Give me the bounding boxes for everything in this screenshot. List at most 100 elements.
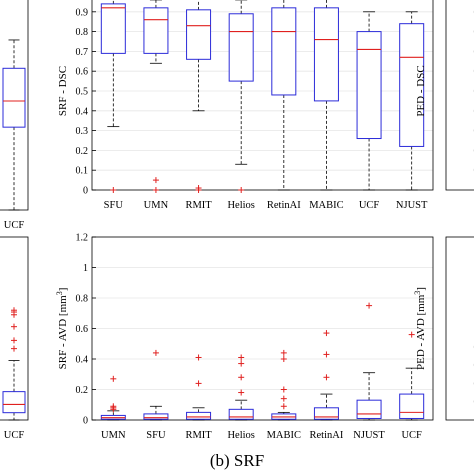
y-axis-label: PED - DSC bbox=[415, 65, 427, 116]
x-tick-label: RMIT bbox=[185, 200, 212, 211]
outlier-marker bbox=[238, 354, 245, 361]
iqr-box bbox=[313, 407, 339, 420]
y-tick-label: 0.3 bbox=[76, 126, 89, 137]
outlier-marker bbox=[280, 356, 287, 362]
iqr-box bbox=[228, 13, 254, 82]
box-helios bbox=[228, 0, 254, 193]
x-tick-label: UMN bbox=[144, 200, 169, 211]
x-tick-label: Helios bbox=[227, 200, 254, 211]
x-tick-label: Helios bbox=[227, 430, 254, 441]
iqr-box bbox=[143, 413, 169, 420]
iqr-box bbox=[356, 31, 382, 140]
y-axis-label: SRF - AVD [mm3] bbox=[55, 288, 70, 370]
iqr-box bbox=[186, 9, 212, 60]
outlier-marker bbox=[152, 187, 159, 193]
axes-frame bbox=[91, 0, 434, 191]
y-tick-label: 1 bbox=[83, 263, 88, 274]
outlier-marker bbox=[11, 345, 17, 352]
outlier-marker bbox=[238, 187, 245, 193]
box-umn bbox=[143, 0, 169, 193]
srf-dsc-panel: 0 0.1 0.2 0.3 0.4 0.5 0.6 0.7 0.8 0.9 SRF - DSC SFU… bbox=[57, 0, 434, 211]
y-tick-label: 0.4 bbox=[76, 355, 89, 366]
y-tick-label: 0 bbox=[83, 186, 88, 197]
box-ucf bbox=[399, 331, 425, 421]
box-umn bbox=[100, 375, 126, 421]
box-ucf bbox=[2, 39, 26, 211]
outlier-marker bbox=[110, 403, 117, 410]
outlier-marker bbox=[238, 389, 245, 396]
outlier-marker bbox=[110, 375, 117, 382]
y-tick-label: 0.6 bbox=[76, 67, 89, 78]
box-ucf bbox=[2, 307, 26, 421]
outlier-marker bbox=[195, 380, 202, 387]
left-partial-bottom-panel: UCF bbox=[0, 236, 29, 441]
box-retinai bbox=[313, 330, 339, 421]
outlier-marker bbox=[238, 360, 245, 367]
y-tick-label: 0.7 bbox=[76, 47, 89, 58]
outlier-marker bbox=[280, 395, 287, 402]
outlier-marker bbox=[11, 337, 17, 344]
left-partial-top-panel: UCF bbox=[0, 0, 29, 231]
figure-caption: (b) SRF bbox=[210, 451, 264, 470]
y-axis-label: PED - AVD [mm3] bbox=[413, 287, 428, 370]
iqr-box bbox=[186, 411, 212, 420]
y-tick-label: 0.2 bbox=[76, 385, 89, 396]
y-tick-label: 0.2 bbox=[76, 146, 89, 157]
outlier-marker bbox=[152, 349, 159, 356]
box-rmit bbox=[186, 354, 212, 421]
box-rmit bbox=[186, 0, 212, 193]
iqr-box bbox=[271, 7, 297, 96]
outlier-marker bbox=[408, 331, 415, 338]
outlier-marker bbox=[366, 302, 373, 309]
outlier-marker bbox=[195, 354, 202, 361]
iqr-box bbox=[399, 393, 425, 419]
x-tick-label: RMIT bbox=[185, 430, 212, 441]
outlier-marker bbox=[195, 185, 202, 192]
iqr-box bbox=[356, 399, 382, 419]
box-helios bbox=[228, 354, 254, 421]
y-tick-label: 0.8 bbox=[76, 294, 89, 305]
iqr-box bbox=[143, 7, 169, 54]
box-mabic bbox=[313, 0, 339, 191]
outlier-marker bbox=[323, 351, 330, 358]
y-axis-label: SRF - DSC bbox=[57, 66, 69, 116]
box-sfu bbox=[100, 0, 126, 193]
x-tick-label: SFU bbox=[104, 200, 124, 211]
y-tick-label: 0.8 bbox=[76, 27, 89, 38]
iqr-box bbox=[399, 23, 425, 147]
outlier-marker bbox=[11, 323, 17, 330]
x-tick-label: UMN bbox=[101, 430, 126, 441]
box-ucf bbox=[356, 11, 382, 191]
outlier-marker bbox=[280, 386, 287, 393]
outlier-marker bbox=[323, 374, 330, 381]
y-tick-label: 1.2 bbox=[76, 233, 89, 244]
box-njust bbox=[399, 11, 425, 191]
outlier-marker bbox=[11, 307, 17, 314]
box-mabic bbox=[271, 349, 297, 421]
box-retinai bbox=[271, 0, 297, 191]
srf-avd-panel: 0 0.2 0.4 0.6 0.8 1 1.2 SRF - AVD [mm3] UMN SFU RM… bbox=[55, 233, 434, 441]
y-tick-label: 0.5 bbox=[76, 87, 89, 98]
x-tick-label: RetinAI bbox=[310, 430, 344, 441]
axes-frame bbox=[0, 236, 29, 421]
outlier-marker bbox=[238, 374, 245, 381]
x-tick-label: UCF bbox=[4, 220, 25, 231]
x-tick-label: UCF bbox=[4, 430, 25, 441]
x-tick-label: UCF bbox=[359, 200, 380, 211]
y-tick-label: 0.1 bbox=[76, 166, 89, 177]
outlier-marker bbox=[280, 349, 287, 356]
iqr-box bbox=[2, 391, 26, 414]
y-tick-label: 0.9 bbox=[76, 7, 89, 18]
box-sfu bbox=[143, 349, 169, 421]
outlier-marker bbox=[110, 187, 117, 193]
outlier-marker bbox=[323, 330, 330, 337]
y-tick-label: 0.6 bbox=[76, 324, 89, 335]
x-tick-label: NJUST bbox=[396, 200, 428, 211]
iqr-box bbox=[228, 408, 254, 420]
x-tick-label: MABIC bbox=[267, 430, 301, 441]
x-tick-label: MABIC bbox=[309, 200, 343, 211]
box-njust bbox=[356, 302, 382, 421]
axes-frame bbox=[445, 0, 474, 191]
y-tick-label: 0.4 bbox=[76, 106, 89, 117]
